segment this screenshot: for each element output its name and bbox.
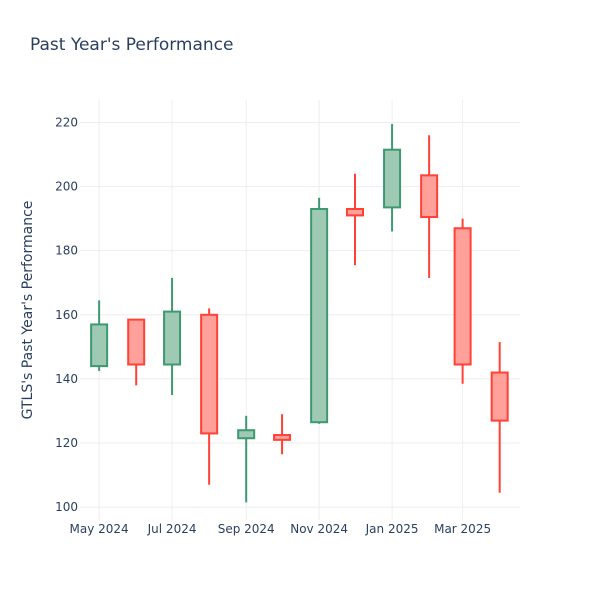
x-tick-label: May 2024 bbox=[70, 522, 129, 536]
y-axis-label: GTLS's Past Year's Performance bbox=[20, 201, 36, 420]
y-tick-label: 160 bbox=[55, 308, 78, 322]
y-tick-label: 180 bbox=[55, 244, 78, 258]
candle-body-up bbox=[383, 148, 402, 209]
chart-title: Past Year's Performance bbox=[30, 35, 234, 55]
y-tick-label: 140 bbox=[55, 372, 78, 386]
candle-body-down bbox=[453, 227, 472, 366]
candle-body-up bbox=[90, 323, 109, 368]
y-tick-label: 120 bbox=[55, 436, 78, 450]
candle-body-down bbox=[346, 208, 364, 217]
candle-body-down bbox=[273, 434, 292, 441]
x-tick-label: Sep 2024 bbox=[218, 522, 275, 536]
y-tick-label: 220 bbox=[55, 115, 78, 129]
candle-body-down bbox=[127, 318, 146, 366]
y-axis-ticks: 100 120 140 160 180 200 220 bbox=[55, 115, 78, 514]
candle-body-up bbox=[237, 429, 256, 440]
candle-body-down bbox=[490, 371, 509, 422]
y-tick-label: 200 bbox=[55, 180, 78, 194]
x-tick-label: Nov 2024 bbox=[290, 522, 348, 536]
candle-body-down bbox=[200, 313, 219, 435]
candle-body-up bbox=[310, 208, 329, 424]
candle-body-up bbox=[163, 310, 182, 366]
candle-body-down bbox=[420, 174, 439, 219]
x-tick-label: Jul 2024 bbox=[147, 522, 197, 536]
x-tick-label: Jan 2025 bbox=[365, 522, 419, 536]
x-tick-label: Mar 2025 bbox=[434, 522, 491, 536]
candles bbox=[90, 124, 509, 503]
y-tick-label: 100 bbox=[55, 500, 78, 514]
x-axis-ticks: May 2024 Jul 2024 Sep 2024 Nov 2024 Jan 2025… bbox=[70, 522, 492, 536]
